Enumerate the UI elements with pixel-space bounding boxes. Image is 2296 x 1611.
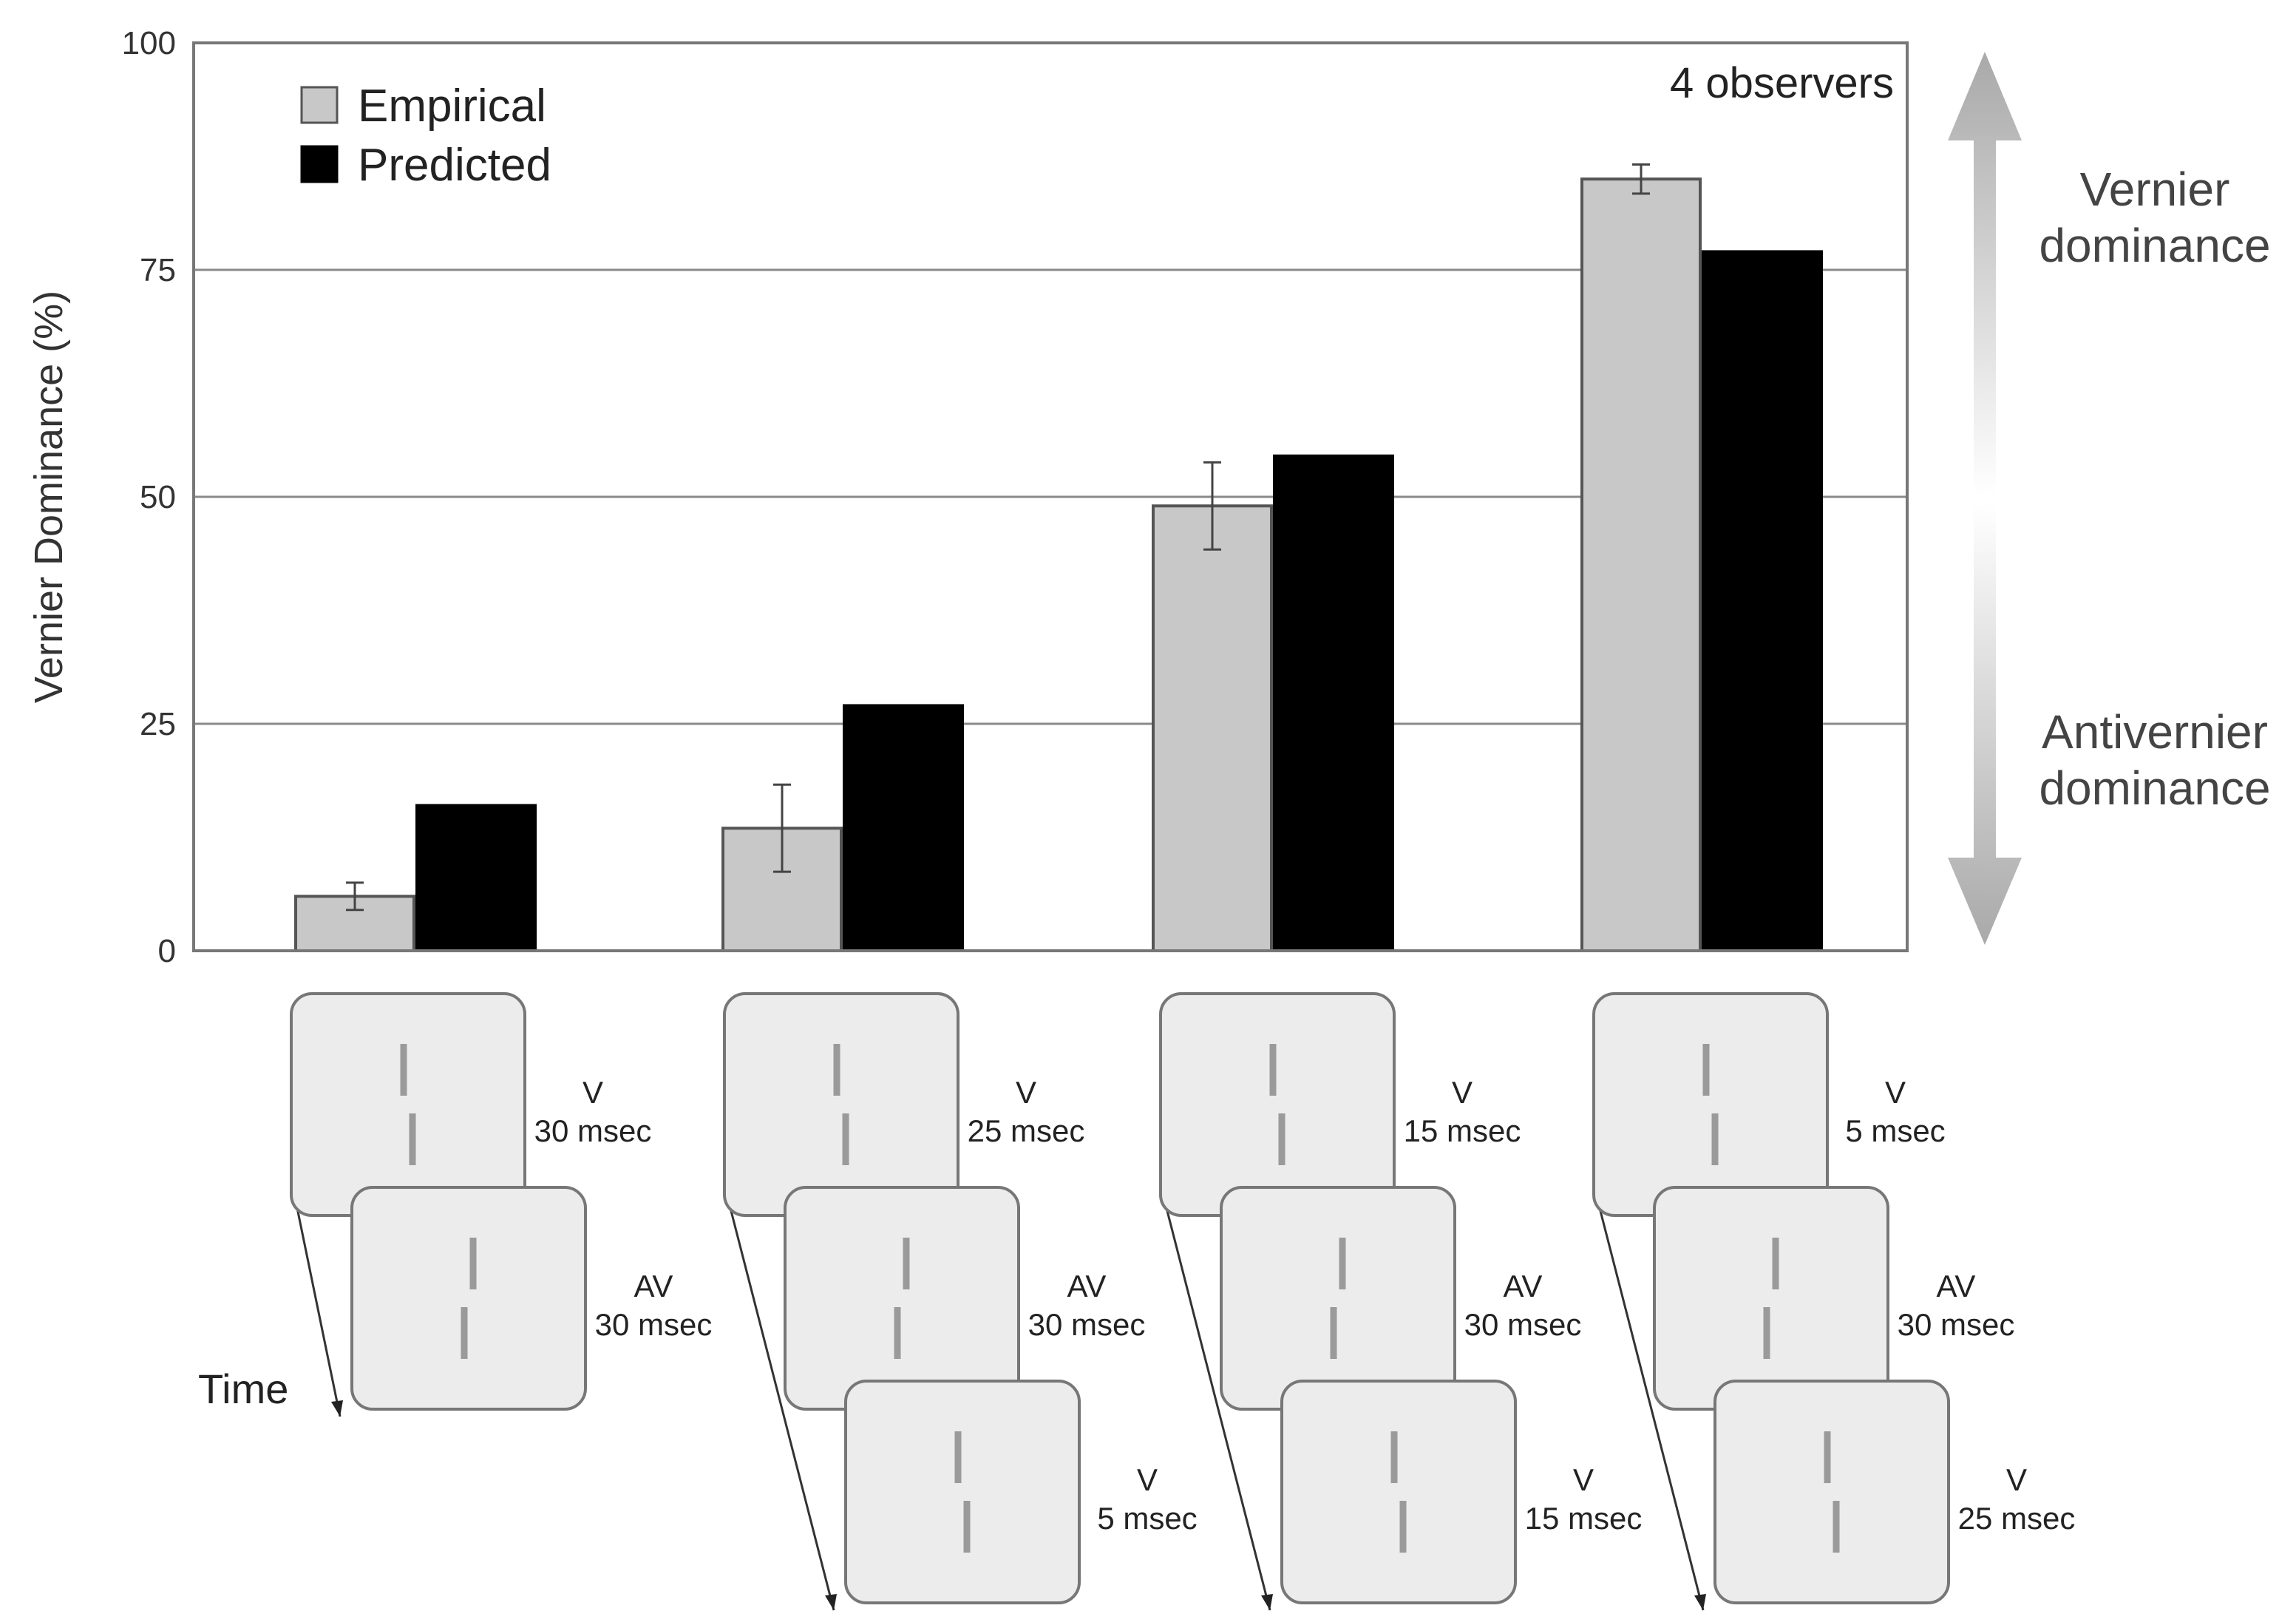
frame-duration-label: 15 msec [1404,1113,1521,1148]
y-axis-title: Vernier Dominance (%) [27,291,71,703]
frame-type-label: AV [634,1269,673,1303]
bar-predicted-4 [1702,250,1823,952]
frame-duration-label: 30 msec [534,1113,652,1148]
stimulus-frame-vernier: V30 msec [290,992,652,1217]
frame-type-label: V [1885,1075,1906,1110]
frame-duration-label: 30 msec [1028,1307,1146,1342]
bar-predicted-2 [843,704,964,952]
time-arrow-head [1261,1594,1273,1610]
legend-label-empirical: Empirical [358,81,546,132]
observers-annotation: 4 observers [1670,59,1894,107]
y-tick-label: 25 [140,706,176,742]
frame-duration-label: 25 msec [968,1113,1085,1148]
frame-box [1220,1186,1456,1411]
vernier-dominance-label-line2: dominance [2039,219,2270,272]
stimulus-frame-vernier: V 15 msec [1280,1380,1643,1604]
frame-type-label: AV [1937,1269,1976,1303]
frame-type-label: AV [1067,1269,1107,1303]
frame-box [1713,1380,1950,1604]
stimulus-frame-antivernier: AV 30 msec [350,1186,713,1411]
time-arrow-head [331,1400,343,1417]
stimulus-frame-vernier: V 5 msec [844,1380,1198,1604]
stimulus-frame-vernier: V15 msec [1159,992,1521,1217]
frame-box [1653,1186,1889,1411]
frame-box [784,1186,1020,1411]
stimulus-frame-antivernier: AV 30 msec [784,1186,1146,1411]
frame-box [723,992,960,1217]
time-arrow [296,1207,342,1417]
stimulus-frame-antivernier: AV 30 msec [1653,1186,2015,1411]
frame-box [844,1380,1081,1604]
legend: Empirical Predicted [300,81,551,191]
bars [294,177,1823,953]
time-label: Time [198,1366,288,1412]
frame-type-label: AV [1504,1269,1543,1303]
time-arrow-head [825,1594,837,1610]
frame-box [1592,992,1829,1217]
stimulus-frame-antivernier: AV 30 msec [1220,1186,1582,1411]
frame-box [290,992,526,1217]
legend-swatch-empirical [300,86,339,124]
frame-duration-label: 30 msec [1464,1307,1582,1342]
frame-box [350,1186,587,1411]
frame-duration-label: 30 msec [1898,1307,2015,1342]
time-arrow [1165,1207,1271,1611]
frame-type-label: V [1137,1462,1158,1497]
bar-empirical-3 [1152,504,1273,952]
plot-frame [192,41,1909,952]
y-tick-label: 100 [122,25,176,61]
legend-label-predicted: Predicted [358,140,551,191]
frame-duration-label: 25 msec [1958,1501,2076,1536]
stimulus-frame-vernier: V5 msec [1592,992,1946,1217]
frame-type-label: V [2006,1462,2027,1497]
y-tick-label: 0 [158,933,176,969]
antivernier-dominance-label-line1: Antivernier [2042,705,2268,759]
bar-empirical-4 [1580,177,1702,953]
legend-swatch-predicted [300,145,339,183]
bar-predicted-1 [415,804,537,953]
frame-type-label: V [1016,1075,1036,1110]
antivernier-dominance-label-line2: dominance [2039,762,2270,815]
bar-predicted-3 [1273,454,1394,952]
dominance-arrow-up [1948,52,2022,495]
time-arrow [1598,1207,1705,1611]
frame-duration-label: 5 msec [1097,1501,1197,1536]
vernier-dominance-label-line1: Vernier [2080,163,2230,216]
frame-type-label: V [583,1075,603,1110]
error-bars [346,163,1650,912]
frame-duration-label: 30 msec [595,1307,713,1342]
y-tick-label: 50 [140,479,176,515]
frame-duration-label: 5 msec [1845,1113,1945,1148]
stimulus-frame-vernier: V25 msec [723,992,1085,1217]
frame-type-label: V [1573,1462,1594,1497]
stimulus-frame-vernier: V 25 msec [1713,1380,2076,1604]
y-tick-label: 75 [140,252,176,288]
frame-box [1280,1380,1517,1604]
dominance-arrow [1948,52,2022,945]
time-arrow [729,1207,835,1611]
frame-type-label: V [1452,1075,1473,1110]
frame-duration-label: 15 msec [1525,1501,1643,1536]
frame-box [1159,992,1396,1217]
time-arrow-head [1694,1594,1706,1610]
dominance-arrow-down [1948,503,2022,945]
y-axis-ticks: 0 25 50 75 100 [122,25,176,969]
